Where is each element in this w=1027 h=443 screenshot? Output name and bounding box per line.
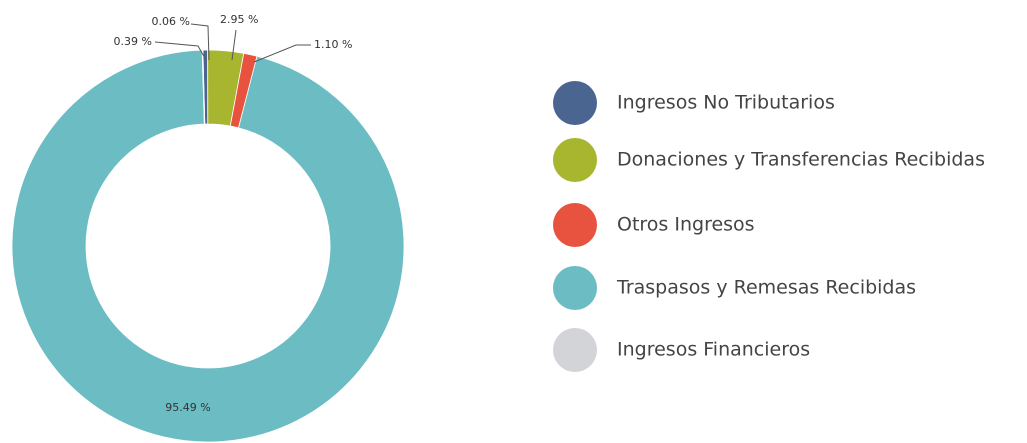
legend-swatch [553,328,597,372]
donut-segment [11,49,405,443]
legend-label: Ingresos Financieros [617,339,810,361]
value-label: 1.10 % [314,38,352,51]
donut-segment [201,49,206,125]
legend-swatch [553,81,597,125]
value-label: 95.49 % [165,401,210,414]
leader-line [253,44,311,63]
legend-swatch [553,138,597,182]
legend-swatch [553,203,597,247]
value-label: 0.06 % [152,15,190,28]
value-label: 2.95 % [220,13,258,26]
leader-line [154,41,207,61]
legend-label: Traspasos y Remesas Recibidas [616,277,916,299]
legend-label: Otros Ingresos [617,214,755,236]
leader-line [231,29,237,61]
legend-label: Donaciones y Transferencias Recibidas [617,149,985,171]
legend-label: Ingresos No Tributarios [617,92,835,114]
leader-line [190,23,210,61]
value-label: 0.39 % [114,35,152,48]
legend-swatch [553,266,597,310]
